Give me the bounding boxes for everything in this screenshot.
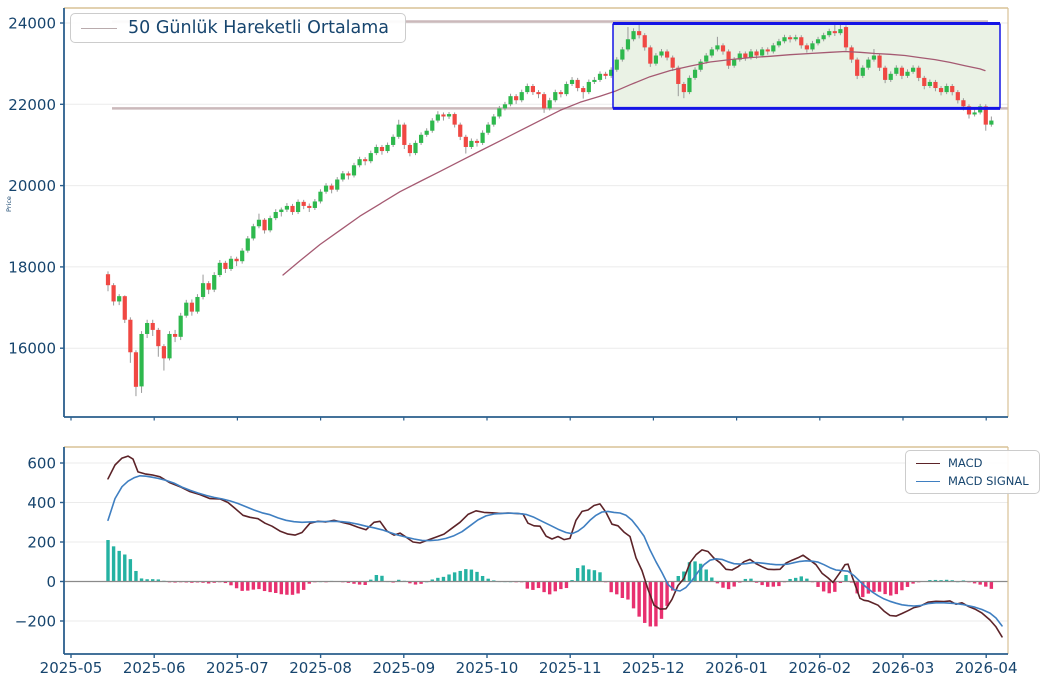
- svg-text:2026-02: 2026-02: [788, 659, 851, 676]
- svg-text:2025-06: 2025-06: [123, 659, 186, 676]
- svg-text:2025-09: 2025-09: [372, 659, 435, 676]
- svg-text:200: 200: [27, 534, 56, 552]
- svg-text:2025-05: 2025-05: [40, 659, 103, 676]
- svg-text:18000: 18000: [8, 258, 56, 276]
- svg-text:2025-07: 2025-07: [206, 659, 269, 676]
- gridlines: [64, 22, 1008, 622]
- svg-text:0: 0: [46, 573, 56, 591]
- ma50-legend[interactable]: 50 Günlük Hareketli Ortalama: [70, 13, 407, 43]
- candlestick-series: [105, 23, 994, 397]
- macd-histogram: [106, 540, 994, 627]
- svg-text:600: 600: [27, 455, 56, 473]
- svg-text:−200: −200: [15, 613, 56, 631]
- consolidation-box-border: [612, 22, 1001, 110]
- svg-text:2025-12: 2025-12: [622, 659, 685, 676]
- svg-text:24000: 24000: [8, 15, 56, 33]
- svg-text:20000: 20000: [8, 177, 56, 195]
- x-axis: 2025-05 2025-06 2025-07 2025-08 2025-09 2025-…: [40, 417, 1018, 676]
- macd-line: [107, 455, 1003, 638]
- svg-text:16000: 16000: [8, 340, 56, 358]
- svg-text:2026-01: 2026-01: [705, 659, 768, 676]
- svg-text:22000: 22000: [8, 96, 56, 114]
- ma50-legend-line-icon: [81, 27, 117, 29]
- macd-legend-row: MACD: [916, 456, 982, 470]
- macd-signal-legend-line-icon: [916, 480, 940, 482]
- consolidation-box: [613, 23, 1000, 109]
- macd-signal-line: [107, 474, 1003, 627]
- svg-text:2025-10: 2025-10: [456, 659, 519, 676]
- macd-y-axis: 600 400 200 0 −200: [15, 455, 64, 631]
- ma50-line: [282, 50, 986, 276]
- macd-legend[interactable]: MACD MACD SIGNAL: [905, 450, 1040, 494]
- macd-signal-legend-row: MACD SIGNAL: [916, 474, 1029, 488]
- price-axis-title: Price: [5, 196, 13, 212]
- ma50-legend-label: 50 Günlük Hareketli Ortalama: [128, 18, 390, 38]
- svg-text:2026-03: 2026-03: [872, 659, 935, 676]
- svg-text:2025-08: 2025-08: [289, 659, 352, 676]
- axes-spines: [63, 7, 1009, 655]
- svg-text:2025-11: 2025-11: [539, 659, 602, 676]
- macd-legend-label: MACD: [948, 456, 983, 470]
- svg-text:400: 400: [27, 494, 56, 512]
- macd-legend-line-icon: [916, 462, 940, 464]
- svg-text:2026-04: 2026-04: [955, 659, 1018, 676]
- price-y-axis: 24000 22000 20000 18000 16000: [8, 15, 64, 358]
- macd-signal-legend-label: MACD SIGNAL: [948, 474, 1029, 488]
